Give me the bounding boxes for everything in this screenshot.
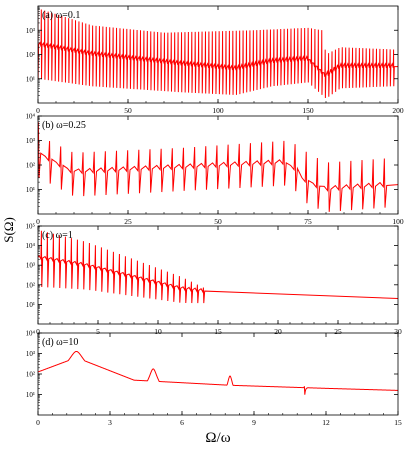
x-tick-label: 15 bbox=[394, 418, 402, 427]
panel-1: 0 50 100 150 200 10¹ 10² 10³ (a) ω=0.1 bbox=[26, 5, 404, 115]
x-tick-label: 5 bbox=[96, 327, 100, 336]
y-tick-label: 10⁴ bbox=[26, 330, 36, 338]
y-tick-label: 10³ bbox=[26, 262, 35, 270]
x-tick-label: 150 bbox=[302, 106, 314, 115]
series-line bbox=[38, 230, 398, 304]
y-tick-label: 10³ bbox=[26, 27, 35, 35]
series-line bbox=[38, 350, 398, 395]
x-tick-label: 30 bbox=[394, 327, 402, 336]
series-line bbox=[38, 8, 398, 99]
panel-4: 0 3 6 9 12 15 10¹ 10² 10³ 10⁴ (d) ω=10 bbox=[26, 330, 402, 428]
x-tick-label: 0 bbox=[36, 106, 40, 115]
y-tick-label: 10² bbox=[26, 371, 35, 379]
plot-frame bbox=[37, 332, 399, 416]
x-tick-label: 200 bbox=[392, 106, 404, 115]
y-tick-label: 10⁴ bbox=[26, 242, 36, 250]
x-tick-label: 100 bbox=[392, 217, 404, 226]
x-tick-label: 20 bbox=[274, 327, 282, 336]
panel-label: (b) ω=0.25 bbox=[42, 120, 86, 131]
x-tick-label: 75 bbox=[304, 217, 312, 226]
x-tick-label: 6 bbox=[180, 418, 184, 427]
x-tick-label: 50 bbox=[214, 217, 222, 226]
x-axis-label: Ω/ω bbox=[205, 430, 230, 446]
panel-3: 0 5 10 15 20 25 30 10¹ 10² 10³ 10⁴ 10⁵ (c) ω=1 bbox=[26, 223, 402, 337]
x-tick-label: 50 bbox=[124, 106, 132, 115]
y-tick-label: 10¹ bbox=[26, 75, 35, 83]
y-tick-label: 10² bbox=[26, 162, 35, 170]
panel-label: (d) ω=10 bbox=[42, 337, 78, 348]
x-tick-label: 100 bbox=[212, 106, 224, 115]
y-tick-label: 10¹ bbox=[26, 391, 35, 399]
x-tick-label: 9 bbox=[252, 418, 256, 427]
x-tick-label: 0 bbox=[36, 327, 40, 336]
series-line bbox=[38, 122, 398, 212]
panel-label: (a) ω=0.1 bbox=[42, 10, 80, 21]
x-tick-label: 3 bbox=[108, 418, 112, 427]
x-tick-label: 10 bbox=[154, 327, 162, 336]
y-tick-label: 10³ bbox=[26, 137, 35, 145]
y-tick-label: 10⁵ bbox=[26, 223, 36, 231]
y-tick-label: 10¹ bbox=[26, 301, 35, 309]
panel-label: (c) ω=1 bbox=[42, 230, 73, 241]
y-tick-label: 10⁴ bbox=[26, 113, 36, 121]
plot-frame bbox=[37, 115, 399, 215]
x-tick-label: 0 bbox=[36, 418, 40, 427]
x-tick-label: 25 bbox=[334, 327, 342, 336]
plot-frame bbox=[37, 225, 399, 325]
panel-2: 0 25 50 75 100 10¹ 10² 10³ 10⁴ (b) ω=0.25 bbox=[26, 113, 404, 227]
y-tick-label: 10² bbox=[26, 51, 35, 59]
x-tick-label: 25 bbox=[124, 217, 132, 226]
y-axis-label: S(Ω) bbox=[1, 217, 16, 243]
x-tick-label: 12 bbox=[322, 418, 330, 427]
x-tick-label: 0 bbox=[36, 217, 40, 226]
y-tick-label: 10¹ bbox=[26, 186, 35, 194]
y-tick-label: 10² bbox=[26, 281, 35, 289]
x-tick-label: 15 bbox=[214, 327, 222, 336]
y-tick-label: 10³ bbox=[26, 350, 35, 358]
